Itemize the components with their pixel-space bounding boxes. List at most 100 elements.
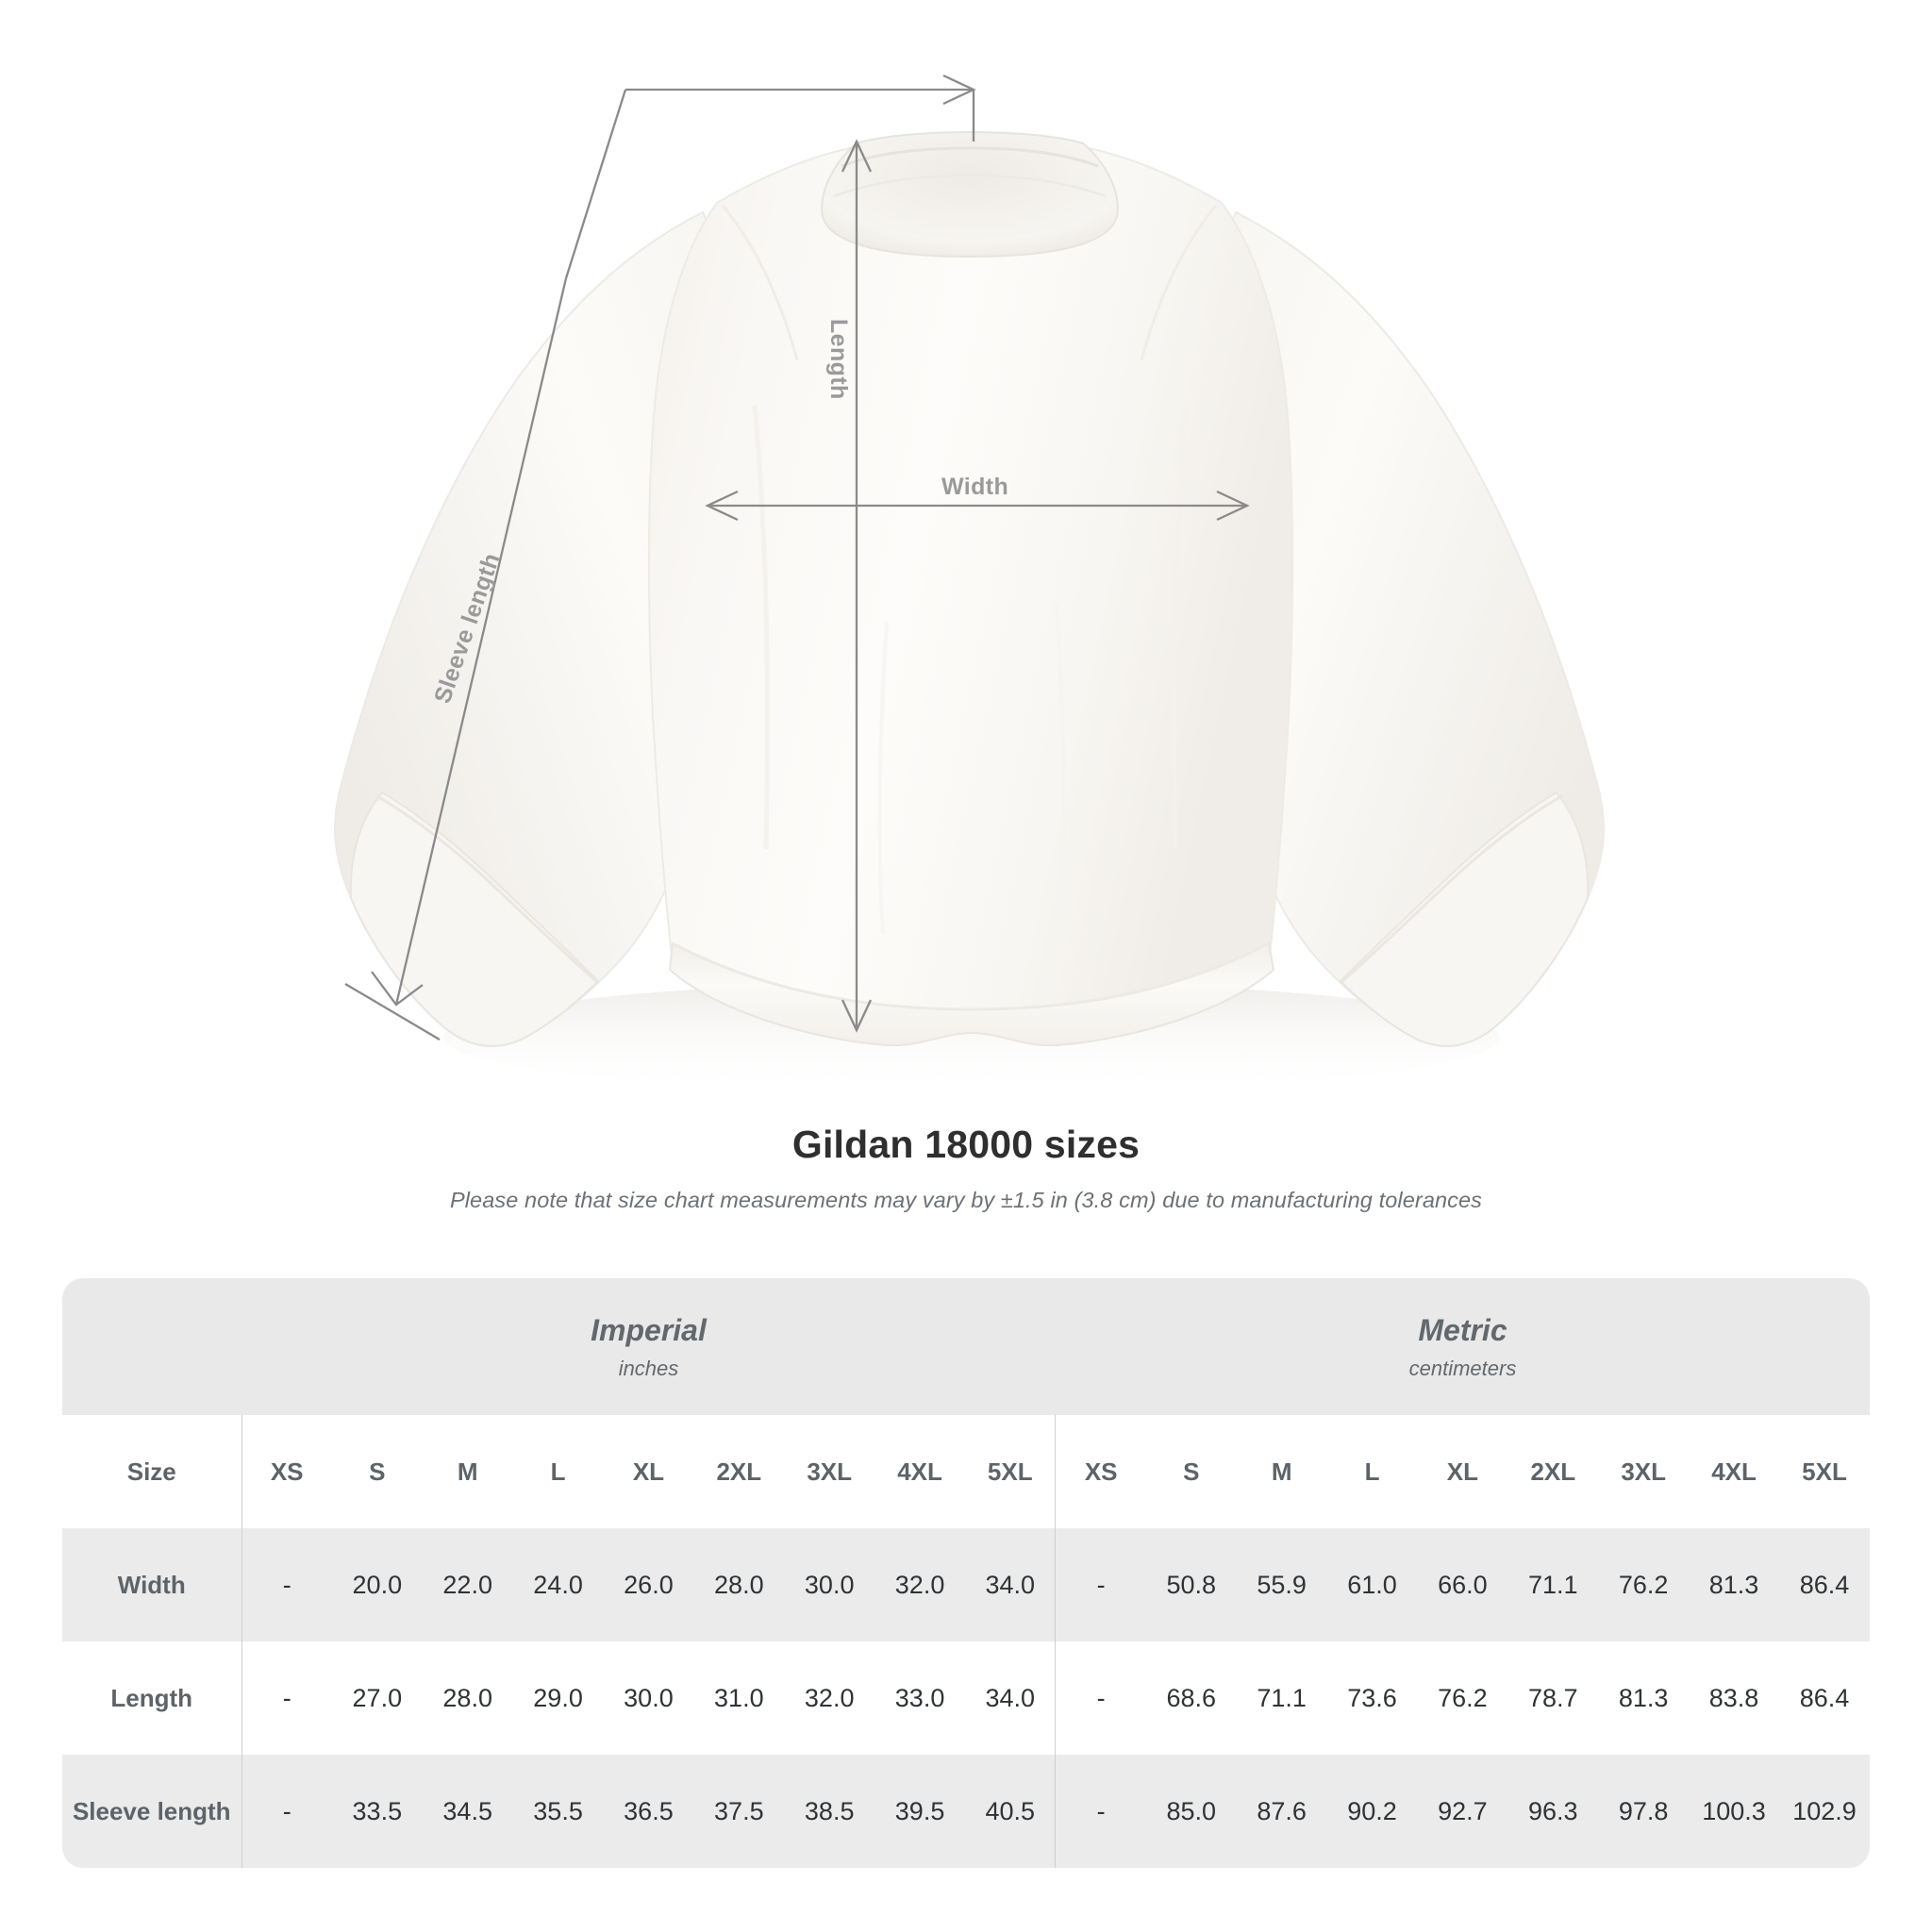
size-header-imperial-4xl: 4XL: [874, 1415, 965, 1528]
cell-imperial: 34.0: [965, 1528, 1056, 1641]
width-label: Width: [941, 474, 1009, 500]
cell-metric: 81.3: [1598, 1641, 1690, 1755]
cell-imperial: 32.0: [784, 1641, 875, 1755]
cell-imperial: 28.0: [693, 1528, 785, 1641]
cell-metric: -: [1055, 1755, 1146, 1868]
cell-imperial: 31.0: [693, 1641, 785, 1755]
cell-imperial: 38.5: [784, 1755, 875, 1868]
unit-name: Imperial: [591, 1312, 707, 1347]
cell-metric: 76.2: [1417, 1641, 1508, 1755]
sleeve-upper-diagonal: [564, 89, 627, 279]
cell-metric: 61.0: [1326, 1528, 1418, 1641]
cell-imperial: -: [241, 1641, 332, 1755]
cell-metric: 96.3: [1507, 1755, 1599, 1868]
row-label-length: Length: [62, 1641, 242, 1755]
size-header-imperial-2xl: 2XL: [693, 1415, 785, 1528]
row-label-sleeve-length: Sleeve length: [62, 1755, 242, 1868]
cell-metric: 87.6: [1236, 1755, 1327, 1868]
dimension-lines: [344, 74, 1250, 1041]
row-label-width: Width: [62, 1528, 242, 1641]
unit-header-imperial: Imperial inches: [242, 1278, 1056, 1415]
chart-title: Gildan 18000 sizes: [791, 1123, 1141, 1166]
cell-imperial: 36.5: [603, 1755, 694, 1868]
cell-metric: 85.0: [1145, 1755, 1237, 1868]
cell-metric: 68.6: [1145, 1641, 1237, 1755]
cell-imperial: 35.5: [512, 1755, 604, 1868]
size-header-imperial-m: M: [422, 1415, 513, 1528]
cell-metric: 90.2: [1326, 1755, 1418, 1868]
unit-subtitle: inches: [618, 1356, 679, 1380]
unit-header-metric: Metric centimeters: [1055, 1278, 1870, 1415]
chart-subtitle: Please note that size chart measurements…: [449, 1188, 1483, 1212]
cell-imperial: 39.5: [874, 1755, 965, 1868]
size-chart-table: Imperial inches Metric centimeters Size XS S M L…: [62, 1278, 1870, 1868]
size-header-metric-4xl: 4XL: [1689, 1415, 1779, 1528]
cell-metric: 102.9: [1778, 1755, 1870, 1868]
size-header-metric-xl: XL: [1417, 1415, 1508, 1528]
cell-metric: 66.0: [1417, 1528, 1508, 1641]
cell-metric: 81.3: [1689, 1528, 1779, 1641]
cell-metric: 73.6: [1326, 1641, 1418, 1755]
size-header-metric-s: S: [1145, 1415, 1237, 1528]
size-header-imperial-xs: XS: [241, 1415, 332, 1528]
sleeve-end-tick: [344, 983, 441, 1041]
cell-metric: 100.3: [1689, 1755, 1779, 1868]
size-header-metric-xs: XS: [1055, 1415, 1146, 1528]
cell-imperial: 30.0: [784, 1528, 875, 1641]
cell-metric: 78.7: [1507, 1641, 1599, 1755]
table-row: Sleeve length -33.5 34.5 35.5 36.5 37.5 38.5 39…: [62, 1755, 1870, 1868]
size-header-metric-2xl: 2XL: [1507, 1415, 1599, 1528]
cell-metric: 55.9: [1236, 1528, 1327, 1641]
cell-imperial: 28.0: [422, 1641, 513, 1755]
sleeve-length-dimension-line: [394, 277, 568, 1006]
cell-imperial: -: [241, 1755, 332, 1868]
cell-imperial: 34.5: [422, 1755, 513, 1868]
cell-imperial: 24.0: [512, 1528, 604, 1641]
cell-metric: 92.7: [1417, 1755, 1508, 1868]
unit-header-row: Imperial inches Metric centimeters: [62, 1278, 1870, 1415]
cell-metric: 97.8: [1598, 1755, 1690, 1868]
cell-metric: -: [1055, 1528, 1146, 1641]
cell-imperial: 34.0: [965, 1641, 1056, 1755]
cell-imperial: 22.0: [422, 1528, 513, 1641]
cell-imperial: 20.0: [331, 1528, 423, 1641]
cell-imperial: -: [241, 1528, 332, 1641]
garment-diagram: Length Width Sleeve length: [334, 74, 1605, 1094]
unit-name: Metric: [1418, 1312, 1507, 1347]
size-header-metric-m: M: [1236, 1415, 1327, 1528]
size-header-imperial-3xl: 3XL: [784, 1415, 875, 1528]
cell-imperial: 33.0: [874, 1641, 965, 1755]
title-block: Gildan 18000 sizes Please note that size…: [0, 1123, 1932, 1213]
cell-metric: 86.4: [1778, 1528, 1870, 1641]
cell-imperial: 26.0: [603, 1528, 694, 1641]
cell-metric: 71.1: [1236, 1641, 1327, 1755]
cell-imperial: 40.5: [965, 1755, 1056, 1868]
size-header-imperial-xl: XL: [603, 1415, 694, 1528]
sweatshirt-illustration: [334, 130, 1605, 1094]
table-row: Length -27.0 28.0 29.0 30.0 31.0 32.0 33.0 34.0-…: [62, 1641, 1870, 1755]
size-header-imperial-5xl: 5XL: [965, 1415, 1056, 1528]
size-header-metric-5xl: 5XL: [1778, 1415, 1870, 1528]
size-header-imperial-s: S: [331, 1415, 423, 1528]
unit-subtitle: centimeters: [1408, 1356, 1517, 1380]
cell-imperial: 32.0: [874, 1528, 965, 1641]
cell-imperial: 33.5: [331, 1755, 423, 1868]
size-header-imperial-l: L: [512, 1415, 604, 1528]
size-header-metric-3xl: 3XL: [1598, 1415, 1690, 1528]
length-label: Length: [825, 319, 852, 400]
cell-imperial: 29.0: [512, 1641, 604, 1755]
cell-imperial: 37.5: [693, 1755, 785, 1868]
size-table-wrapper: Imperial inches Metric centimeters Size XS S M L…: [62, 1278, 1870, 1868]
cell-imperial: 30.0: [603, 1641, 694, 1755]
size-header-metric-l: L: [1326, 1415, 1418, 1528]
cell-metric: 71.1: [1507, 1528, 1599, 1641]
cell-metric: 50.8: [1145, 1528, 1237, 1641]
cell-metric: 76.2: [1598, 1528, 1690, 1641]
cell-metric: 83.8: [1689, 1641, 1779, 1755]
size-header-label: Size: [62, 1415, 242, 1528]
table-row: Width -20.0 22.0 24.0 26.0 28.0 30.0 32.0 34.0-5…: [62, 1528, 1870, 1641]
cell-imperial: 27.0: [331, 1641, 423, 1755]
unit-header-spacer: [62, 1278, 242, 1415]
size-header-row: Size XS S M L XL 2XL 3XL 4XL 5XL XS S M L XL 2XL 3XL 4XL 5…: [62, 1415, 1870, 1528]
